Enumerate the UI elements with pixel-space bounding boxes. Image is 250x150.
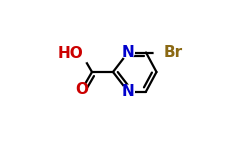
Circle shape bbox=[154, 43, 174, 62]
Circle shape bbox=[122, 46, 134, 59]
Text: O: O bbox=[75, 82, 88, 98]
Text: Br: Br bbox=[163, 45, 182, 60]
Circle shape bbox=[75, 84, 88, 96]
Circle shape bbox=[122, 85, 134, 98]
Text: N: N bbox=[122, 45, 134, 60]
Circle shape bbox=[72, 45, 90, 63]
Text: HO: HO bbox=[57, 46, 83, 62]
Text: N: N bbox=[122, 84, 134, 99]
